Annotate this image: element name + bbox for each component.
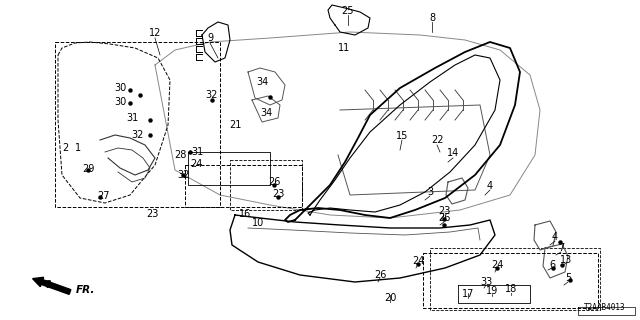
Text: 19: 19 [486,286,498,296]
Text: 5: 5 [565,273,571,283]
Text: 26: 26 [268,177,280,187]
Text: 18: 18 [505,284,517,294]
Text: 6: 6 [549,260,555,270]
Text: 32: 32 [177,170,189,180]
Text: FR.: FR. [76,285,95,295]
Text: 14: 14 [447,148,459,158]
Text: 23: 23 [272,189,284,199]
Text: 4: 4 [487,181,493,191]
Text: 22: 22 [431,135,444,145]
Text: 33: 33 [480,277,492,287]
Text: 24: 24 [491,260,503,270]
Text: 17: 17 [462,289,474,299]
Text: 24: 24 [190,159,202,169]
Text: 8: 8 [429,13,435,23]
Text: 27: 27 [98,191,110,201]
Bar [423,253,598,308]
Text: 23: 23 [438,206,450,216]
Text: 23: 23 [146,209,158,219]
Text: 29: 29 [82,164,94,174]
Text: 28: 28 [174,150,186,160]
Bar [185,165,302,207]
Text: 31: 31 [126,113,138,123]
Text: 30: 30 [114,83,126,93]
Text: 11: 11 [338,43,350,53]
Text: 9: 9 [207,33,213,43]
Text: 25: 25 [342,6,355,16]
Text: 10: 10 [252,218,264,228]
Text: 21: 21 [229,120,241,130]
Bar [55,42,220,207]
Text: 30: 30 [114,97,126,107]
Text: 34: 34 [260,108,272,118]
Text: 26: 26 [438,213,450,223]
Text: 13: 13 [560,255,572,265]
Text: 32: 32 [132,130,144,140]
Text: 2: 2 [62,143,68,153]
Text: 12: 12 [149,28,161,38]
Text: 1: 1 [75,143,81,153]
Text: 31: 31 [191,147,203,157]
Text: 3: 3 [427,187,433,197]
FancyArrow shape [33,277,71,294]
Text: 7: 7 [558,243,564,253]
Text: 26: 26 [374,270,386,280]
Text: 4: 4 [552,232,558,242]
Text: 15: 15 [396,131,408,141]
Text: T2AAB4013: T2AAB4013 [584,303,626,312]
Text: 32: 32 [206,90,218,100]
Text: 34: 34 [256,77,268,87]
Text: 16: 16 [239,209,251,219]
Text: 20: 20 [384,293,396,303]
Text: 24: 24 [412,256,424,266]
